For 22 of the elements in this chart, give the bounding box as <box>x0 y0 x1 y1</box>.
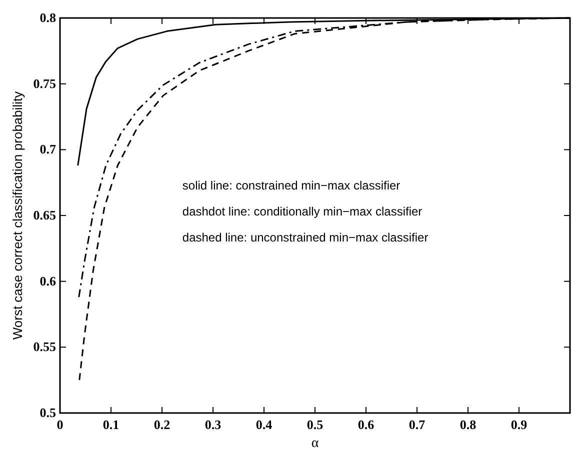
x-tick-label: 0.6 <box>358 417 375 432</box>
y-tick-label: 0.6 <box>40 273 56 288</box>
y-tick-label: 0.5 <box>40 405 56 420</box>
y-tick-label: 0.55 <box>33 339 56 354</box>
y-tick-label: 0.75 <box>33 76 56 91</box>
annotation: dashdot line: conditionally min−max classifier <box>182 204 422 218</box>
y-tick-label: 0.8 <box>40 10 56 25</box>
x-tick-label: 0.2 <box>154 417 170 432</box>
x-tick-label: 0.5 <box>306 417 324 432</box>
x-axis-title: α <box>311 436 320 451</box>
x-tick-label: 0.1 <box>102 417 120 432</box>
y-axis-title: Worst case correct classification probability <box>10 90 25 340</box>
annotation: dashed line: unconstrained min−max classifier <box>182 230 428 244</box>
x-tick-label: 0 <box>56 417 64 432</box>
y-tick-label: 0.7 <box>40 142 56 157</box>
x-tick-label: 0.3 <box>204 417 222 432</box>
annotation: solid line: constrained min−max classifier <box>182 178 400 192</box>
y-tick-label: 0.65 <box>33 208 56 222</box>
x-tick-label: 0.7 <box>408 417 426 432</box>
x-tick-label: 0.8 <box>460 417 477 432</box>
x-tick-label: 0.4 <box>256 417 273 432</box>
x-tick-label: 0.9 <box>510 417 528 432</box>
